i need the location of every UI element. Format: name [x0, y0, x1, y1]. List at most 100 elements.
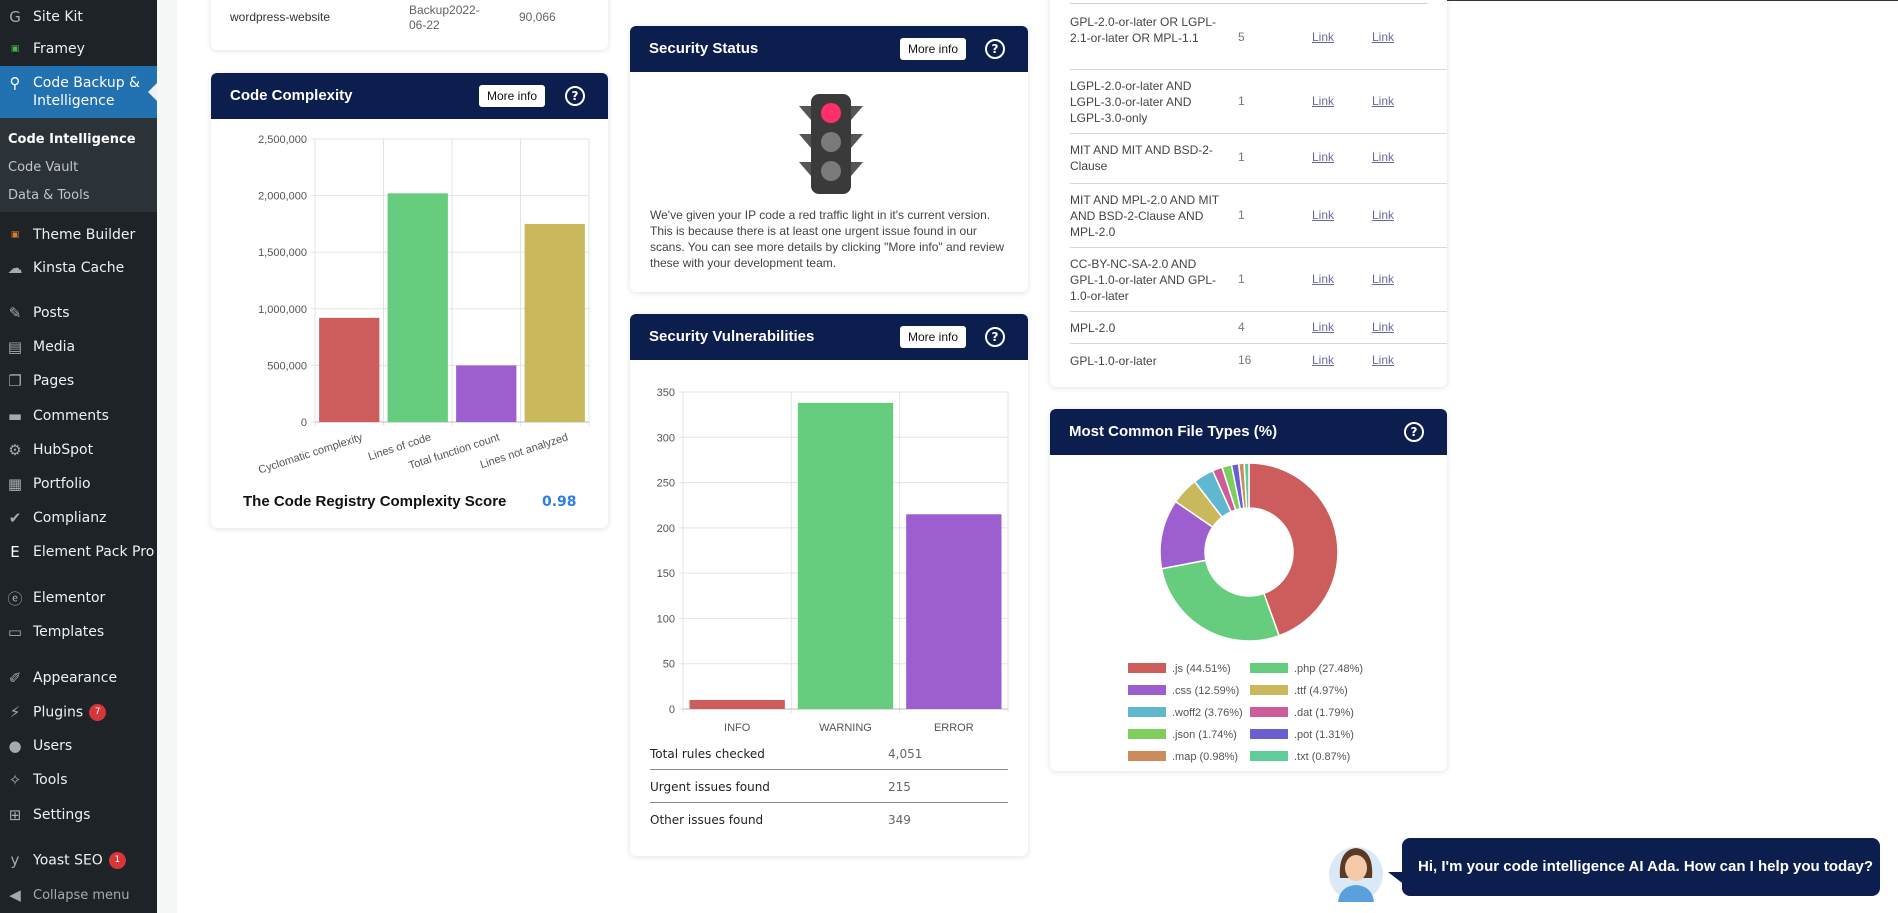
y-tick-label: 1,000,000: [258, 304, 307, 316]
sidebar-item-media[interactable]: ▤ Media: [7, 338, 76, 356]
plugins-badge: 7: [89, 703, 107, 721]
file-types-chart: .js (44.51%) .php (27.48%) .css (12.59%) .t…: [1128, 462, 1363, 763]
y-tick-label: 50: [663, 659, 675, 671]
y-tick-label: 250: [657, 478, 675, 490]
license-name: GPL-2.0-or-later OR LGPL-2.1-or-later OR…: [1070, 15, 1217, 45]
bar: [387, 193, 448, 422]
framey-icon: ▣: [10, 44, 20, 54]
license-row: GPL-2.0-or-later OR LGPL-2.1-or-later OR…: [1070, 14, 1447, 70]
license-count: 1: [1238, 94, 1245, 108]
pin-icon: ✎: [8, 304, 22, 322]
license-link[interactable]: Link: [1312, 94, 1335, 108]
license-count: 16: [1238, 353, 1252, 367]
stat-label: Other issues found: [650, 813, 764, 827]
help-icon[interactable]: ?: [985, 327, 1005, 347]
sidebar-item-kinsta-cache[interactable]: ☁ Kinsta Cache: [7, 259, 125, 277]
submenu: Code Intelligence Code Vault Data & Tool…: [0, 118, 157, 212]
license-link[interactable]: Link: [1312, 208, 1335, 222]
license-link[interactable]: Link: [1372, 353, 1395, 367]
license-link[interactable]: Link: [1312, 150, 1335, 164]
y-tick-label: 2,000,000: [258, 191, 307, 203]
sidebar-item-theme-builder[interactable]: ▣ Theme Builder: [0, 222, 157, 248]
license-count: 5: [1238, 30, 1245, 44]
legend-swatch: [1128, 663, 1166, 673]
search-icon: ⚲: [9, 74, 21, 92]
help-icon[interactable]: ?: [565, 86, 585, 106]
brush-icon: ✐: [8, 669, 22, 687]
admin-sidebar: G Site Kit ▣ Framey ⚲ Code Backup & Intelli…: [0, 0, 157, 913]
legend-label: .js (44.51%): [1172, 663, 1231, 675]
x-tick-label: INFO: [724, 722, 751, 734]
file-types-card: Most Common File Types (%) ? .js (44.51%…: [1050, 409, 1447, 771]
portfolio-icon: ▦: [7, 475, 23, 493]
license-row: CC-BY-NC-SA-2.0 AND GPL-1.0-or-later AND…: [1070, 248, 1447, 312]
backup-size: 90,066: [519, 10, 556, 24]
sidebar-item-tools[interactable]: ✧ Tools: [0, 767, 157, 793]
elementor-icon: ⓔ: [7, 589, 23, 608]
help-icon[interactable]: ?: [985, 39, 1005, 59]
sidebar-item-pages[interactable]: ❐ Pages: [0, 368, 157, 394]
backup-table-card: wordpress-website Backup2022-06-22 90,06…: [211, 0, 608, 50]
sidebar-item-posts[interactable]: ✎ Posts: [0, 300, 157, 326]
theme-builder-icon: ▣: [10, 230, 20, 240]
sidebar-item-framey[interactable]: ▣ Framey: [0, 36, 157, 62]
license-row: MPL-2.0 4 Link Link: [1070, 312, 1447, 344]
submenu-code-vault[interactable]: Code Vault: [8, 160, 79, 175]
more-info-button[interactable]: More info: [900, 326, 967, 348]
license-link[interactable]: Link: [1372, 30, 1395, 44]
pie-slice: [1243, 462, 1250, 509]
sidebar-item-settings[interactable]: ⊞ Settings: [0, 802, 157, 828]
sidebar-item-hubspot[interactable]: ⚙ HubSpot: [0, 437, 157, 463]
ada-avatar[interactable]: [1328, 838, 1384, 902]
license-count: 4: [1238, 320, 1245, 334]
sidebar-item-element-pack[interactable]: E Element Pack Pro: [0, 539, 157, 565]
sidebar-item-appearance[interactable]: ✐ Appearance: [0, 665, 157, 691]
legend-label: .pot (1.31%): [1294, 729, 1354, 741]
license-link[interactable]: Link: [1372, 150, 1395, 164]
sidebar-item-users[interactable]: ● Users: [0, 733, 157, 759]
license-link[interactable]: Link: [1372, 208, 1395, 222]
divider: [1070, 3, 1427, 4]
license-row: GPL-1.0-or-later 16 Link Link: [1070, 344, 1447, 376]
help-icon[interactable]: ?: [1404, 422, 1424, 442]
license-link[interactable]: Link: [1372, 94, 1395, 108]
sidebar-item-plugins[interactable]: ⚡ Plugins 7: [0, 699, 157, 725]
legend-swatch: [1250, 751, 1288, 761]
more-info-button[interactable]: More info: [479, 85, 546, 107]
pages-icon: ❐: [8, 372, 22, 390]
wrench-icon: ✧: [8, 771, 22, 789]
top-border: [1445, 0, 1898, 1]
license-row: MIT AND MIT AND BSD-2-Clause 1 Link Link: [1070, 134, 1447, 184]
sidebar-item-elementor[interactable]: ⓔ Elementor: [7, 589, 106, 608]
sidebar-item-complianz[interactable]: ✔ Complianz: [0, 505, 157, 531]
sidebar-item-site-kit[interactable]: G Site Kit: [0, 4, 157, 30]
stat-row: Total rules checked 4,051: [650, 737, 1008, 770]
x-tick-label: WARNING: [819, 722, 872, 734]
legend-label: .txt (0.87%): [1294, 751, 1350, 763]
more-info-button[interactable]: More info: [900, 38, 967, 60]
license-link[interactable]: Link: [1372, 320, 1395, 334]
sidebar-item-code-backup[interactable]: ⚲ Code Backup & Intelligence: [0, 66, 157, 118]
license-link[interactable]: Link: [1312, 320, 1335, 334]
comment-icon: ▬: [7, 407, 23, 425]
license-link[interactable]: Link: [1312, 272, 1335, 286]
license-link[interactable]: Link: [1312, 30, 1335, 44]
y-tick-label: 100: [657, 613, 675, 625]
sidebar-item-yoast[interactable]: y Yoast SEO 1: [0, 847, 157, 873]
collapse-menu[interactable]: ◀ Collapse menu: [0, 882, 157, 908]
submenu-code-intelligence[interactable]: Code Intelligence: [8, 132, 136, 147]
license-row: MIT AND MPL-2.0 AND MIT AND BSD-2-Clause…: [1070, 184, 1447, 248]
submenu-data-tools[interactable]: Data & Tools: [8, 188, 90, 203]
ada-chat-bubble[interactable]: Hi, I'm your code intelligence AI Ada. H…: [1402, 838, 1880, 896]
traffic-light-icon: [799, 94, 863, 194]
license-link[interactable]: Link: [1372, 272, 1395, 286]
bar: [906, 514, 1002, 709]
legend-swatch: [1250, 685, 1288, 695]
license-name: GPL-1.0-or-later: [1070, 354, 1157, 368]
license-link[interactable]: Link: [1312, 353, 1335, 367]
card-title: Security Vulnerabilities: [649, 328, 815, 345]
license-count: 1: [1238, 208, 1245, 222]
sidebar-item-portfolio[interactable]: ▦ Portfolio: [7, 475, 91, 493]
sidebar-item-templates[interactable]: ▭ Templates: [7, 623, 105, 641]
sidebar-item-comments[interactable]: ▬ Comments: [7, 407, 109, 425]
